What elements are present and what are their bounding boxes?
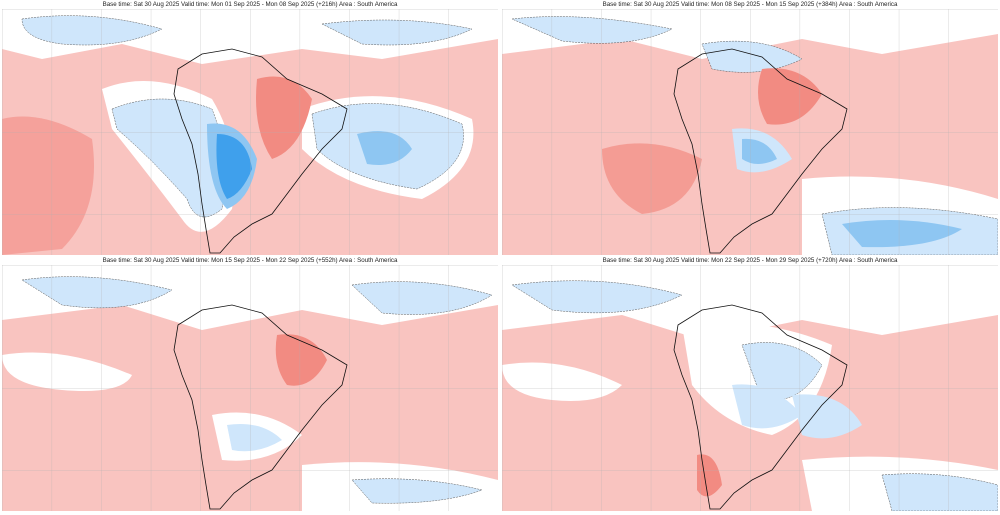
panel-title: Base time: Sat 30 Aug 2025 Valid time: M… xyxy=(102,257,398,264)
panel-title: Base time: Sat 30 Aug 2025 Valid time: M… xyxy=(102,1,398,8)
map-panel-week2: Base time: Sat 30 Aug 2025 Valid time: M… xyxy=(502,0,998,256)
map-panel-week1: Base time: Sat 30 Aug 2025 Valid time: M… xyxy=(2,0,498,256)
panel-title: Base time: Sat 30 Aug 2025 Valid time: M… xyxy=(602,1,898,8)
anomaly-map xyxy=(2,9,498,255)
anomaly-map xyxy=(502,9,998,255)
anomaly-map xyxy=(2,265,498,511)
anomaly-map xyxy=(502,265,998,511)
map-panel-week4: Base time: Sat 30 Aug 2025 Valid time: M… xyxy=(502,256,998,512)
map-panel-week3: Base time: Sat 30 Aug 2025 Valid time: M… xyxy=(2,256,498,512)
panel-title: Base time: Sat 30 Aug 2025 Valid time: M… xyxy=(602,257,898,264)
